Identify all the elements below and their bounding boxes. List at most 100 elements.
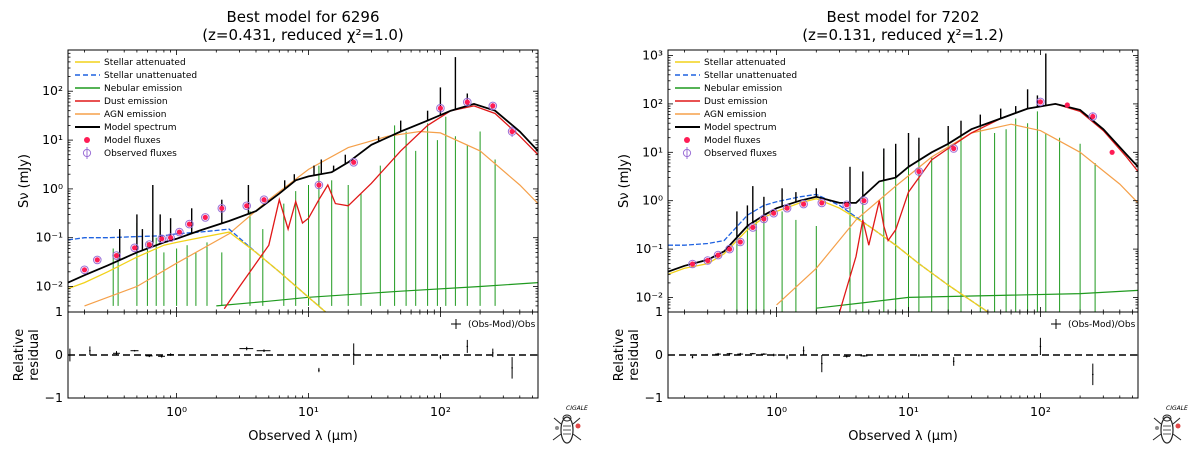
legend-label-stellar-unatt-1: Stellar unattenuated [104,71,197,81]
cigale-logo-2: CIGALE [1152,405,1188,444]
model-flux-1-2 [113,253,120,259]
nebular-continuum-2 [816,289,1138,309]
residual-point-1-12 [466,345,469,348]
y-tick-label-2-5: 10³ [642,48,663,63]
x-tick-label-2-2: 10² [1030,404,1051,419]
legend-label-nebular-2: Nebular emission [704,84,782,94]
residual-point-1-11 [439,356,442,358]
model-flux-1-0 [81,267,88,273]
model-flux-1-5 [159,236,165,242]
residual-point-2-0 [691,356,694,358]
legend-swatch-model-fluxes-1 [84,137,90,143]
cigale-logo-text-1: CIGALE [566,405,588,412]
observed-flux-2-13 [914,167,924,176]
y-tick-label-1-2: 10⁰ [42,181,63,196]
cigale-logo-1: CIGALE [552,405,588,444]
residual-legend-label-1: (Obs-Mod)/Obs [468,320,536,330]
chart-panel-2: Best model for 7202 (z=0.131, reduced χ²… [612,8,1188,444]
observed-flux-1-8 [185,219,194,229]
observed-flux-2-10 [817,198,827,208]
residual-plot-1: 10⁰ 10¹ 10² 1 0 −1 (Obs-Mod)/Obs Relative res… [12,304,539,444]
x-axis-label-2: Observed λ (μm) [848,429,958,444]
observed-flux-2-11 [842,200,852,210]
legend-2: Stellar attenuated Stellar unattenuated … [675,58,797,159]
observed-flux-1-11 [242,201,251,211]
model-flux-1-10 [219,205,225,211]
legend-1: Stellar attenuated Stellar unattenuated … [75,58,197,159]
model-flux-2-8 [784,205,790,211]
observed-flux-1-7 [175,227,184,237]
model-flux-1-7 [176,229,182,235]
observed-flux-2-9 [799,199,808,209]
residual-point-1-1 [89,349,91,352]
residual-point-1-4 [148,355,151,357]
residual-point-2-6 [772,354,775,356]
model-flux-1-15 [437,105,443,111]
residual-point-2-11 [863,355,865,357]
legend-label-agn-2: AGN emission [704,110,766,120]
y-tick-label-2-1: 10⁻¹ [635,241,663,256]
cigale-logo-text-2: CIGALE [1166,405,1188,412]
model-flux-2-0 [689,261,696,267]
x-tick-label-1-1: 10¹ [298,404,319,419]
model-flux-2-5 [750,224,756,230]
observed-flux-2-12 [859,196,869,205]
residual-point-1-5 [160,355,163,358]
residual-y-label-line2-1: residual [27,329,42,381]
model-flux-2-11 [844,202,850,208]
residual-point-1-10 [352,353,355,355]
model-flux-1-12 [261,197,267,203]
residual-point-2-13 [952,360,955,363]
model-flux-2-2 [715,252,721,258]
model-flux-2-10 [819,200,825,206]
chart-panel-1: Best model for 6296 (z=0.431, reduced χ²… [12,8,588,444]
observed-flux-2-15 [1036,97,1045,107]
y-tick-label-2-3: 10¹ [642,144,663,159]
residual-point-1-3 [133,349,136,352]
observed-flux-2-7 [769,208,779,218]
dust-emission-curve-2 [838,103,1138,312]
model-flux-1-13 [316,182,322,188]
residual-point-2-8 [802,349,805,352]
observed-flux-1-17 [488,101,498,111]
y-tick-label-1-4: 10² [42,83,63,98]
y-tick-label-2-2: 10⁰ [642,193,663,208]
observed-flux-1-6 [166,233,175,242]
residual-point-1-7 [245,347,248,350]
residual-point-2-1 [717,353,719,355]
observed-flux-2-1 [703,256,713,265]
model-flux-2-7 [771,210,777,216]
chart-title-2: Best model for 7202 [826,8,979,26]
observed-flux-2-14 [949,144,959,153]
residual-y-label-line1-1: Relative [12,329,27,381]
model-flux-1-9 [202,214,208,220]
model-flux-2-3 [727,246,733,252]
residual-y-tick-label-2-0: 1 [655,304,663,319]
legend-label-obs-fluxes-2: Observed fluxes [704,149,777,159]
chart-subtitle-1: (z=0.431, reduced χ²=1.0) [202,26,404,44]
y-axis-label-1: Sν (mJy) [17,154,32,208]
residual-y-label-line1-2: Relative [612,329,627,381]
observed-flux-2-3 [725,244,734,254]
observed-flux-1-2 [112,251,121,260]
model-flux-1-11 [244,203,250,209]
legend-label-stellar-att-2: Stellar attenuated [704,58,786,68]
model-flux-2-6 [761,216,767,222]
residual-y-label-line2-2: residual [627,329,642,381]
observed-flux-1-14 [349,158,359,167]
model-spectrum-curve-1 [68,102,538,284]
observed-flux-1-3 [130,243,139,253]
y-tick-label-1-0: 10⁻² [35,279,63,294]
observed-flux-2-8 [782,203,792,213]
x-tick-label-1-2: 10² [430,404,451,419]
model-flux-2-14 [951,145,957,152]
model-flux-2-18 [1109,149,1115,155]
y-tick-label-1-3: 10¹ [42,132,63,147]
observed-flux-1-16 [463,97,472,107]
model-flux-2-16 [1064,102,1070,108]
main-plot-2: 10⁻² 10⁻¹ 10⁰ 10¹ 10² 10³ Sν (mJy) [617,48,1139,398]
residual-point-2-14 [1039,345,1042,348]
residual-point-1-2 [115,352,118,355]
model-flux-1-16 [464,99,470,105]
